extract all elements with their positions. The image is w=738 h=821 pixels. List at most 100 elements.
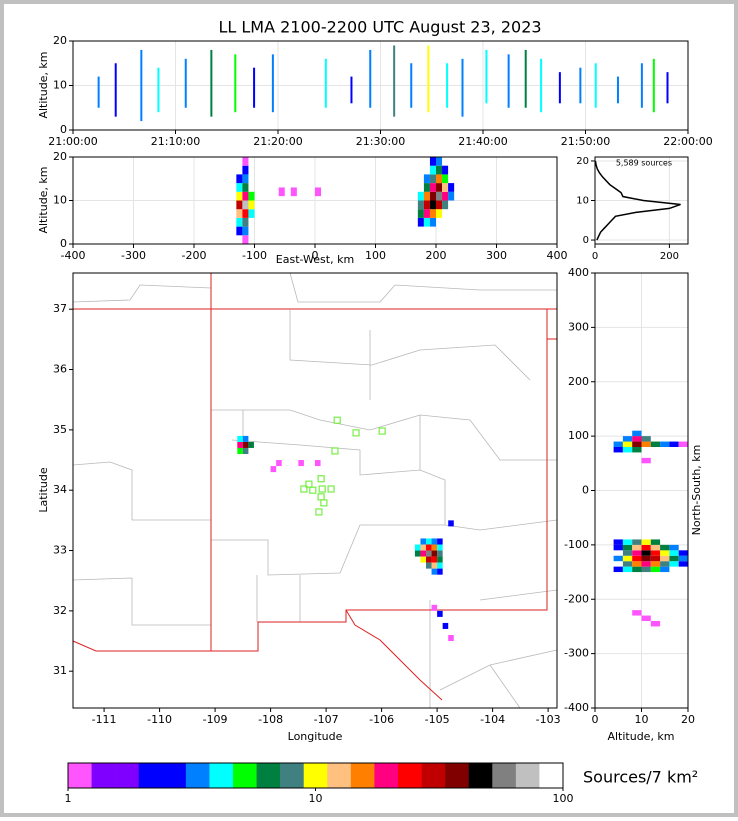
- colorbar-segment: [515, 763, 540, 788]
- colorbar-segment: [138, 763, 163, 788]
- density-cell: [437, 550, 443, 557]
- x-tick-label: -400: [61, 249, 86, 262]
- density-cell: [420, 556, 427, 563]
- density-cell: [669, 561, 679, 567]
- density-cell: [429, 191, 436, 201]
- x-tick-label: -109: [203, 713, 228, 726]
- density-cell: [669, 550, 679, 556]
- x-tick-label: 21:40:00: [458, 135, 507, 148]
- y-tick-label: 0: [583, 235, 589, 246]
- x-tick-label: -106: [369, 713, 394, 726]
- y-tick-label: 35: [53, 423, 67, 436]
- density-cell: [242, 165, 249, 175]
- streak: [594, 63, 597, 108]
- colorbar-segment: [185, 763, 210, 788]
- density-cell: [276, 460, 282, 467]
- x-tick-label: -105: [425, 713, 450, 726]
- density-cell: [242, 217, 249, 227]
- density-cell: [236, 217, 243, 227]
- density-cell: [437, 544, 443, 551]
- streak: [485, 49, 488, 104]
- density-cell: [622, 555, 633, 562]
- density-cell: [650, 441, 661, 447]
- y-axis-label: Altitude, km: [37, 166, 50, 233]
- x-tick-label: 22:00:00: [663, 135, 712, 148]
- density-cell: [417, 217, 424, 227]
- y-tick-label: 34: [53, 483, 67, 496]
- streak: [393, 45, 396, 117]
- density-cell: [622, 550, 633, 556]
- density-cell: [613, 555, 623, 562]
- density-cell: [632, 566, 642, 573]
- y-tick-label: -100: [564, 538, 589, 551]
- density-cell: [248, 209, 255, 218]
- x-tick-label: -110: [147, 713, 172, 726]
- density-cell: [641, 561, 651, 567]
- x-axis-label: East-West, km: [276, 253, 354, 266]
- x-tick-label: -100: [242, 249, 267, 262]
- x-tick-label: -103: [536, 713, 561, 726]
- x-axis-label: Longitude: [288, 730, 343, 743]
- density-cell: [420, 550, 427, 557]
- plot-frame: [72, 40, 689, 131]
- density-cell: [622, 441, 633, 447]
- x-tick-label: 21:00:00: [48, 135, 97, 148]
- station: [378, 427, 386, 435]
- density-cell: [242, 447, 249, 454]
- density-cell: [420, 538, 427, 545]
- x-tick-label: 20: [681, 713, 695, 726]
- colorbar-segment: [91, 763, 116, 788]
- density-cell: [437, 610, 443, 617]
- station: [300, 485, 308, 493]
- density-cell: [678, 561, 688, 567]
- density-cell: [429, 157, 436, 166]
- density-cell: [650, 561, 661, 567]
- streak: [140, 49, 143, 122]
- x-tick-label: 0: [592, 713, 599, 726]
- density-cell: [242, 235, 249, 244]
- colorbar-segment: [327, 763, 352, 788]
- density-cell: [678, 441, 688, 447]
- colorbar-segment: [492, 763, 517, 788]
- x-tick-label: 0: [312, 249, 319, 262]
- y-tick-label: 37: [53, 302, 67, 315]
- density-cell: [442, 165, 449, 175]
- y-tick-label: 36: [53, 363, 67, 376]
- x-tick-label: 21:20:00: [253, 135, 302, 148]
- density-cell: [414, 550, 421, 557]
- plot-frame: [72, 272, 558, 709]
- density-cell: [423, 209, 430, 218]
- density-cell: [236, 209, 243, 218]
- streak: [234, 54, 237, 113]
- density-cell: [436, 191, 443, 201]
- y-tick-label: 33: [53, 544, 67, 557]
- density-cell: [613, 544, 623, 551]
- density-cell: [650, 550, 661, 556]
- x-tick-label: -111: [92, 713, 117, 726]
- density-cell: [431, 604, 438, 611]
- density-cell: [242, 441, 249, 448]
- density-cell: [242, 174, 249, 184]
- y-tick-label: 32: [53, 604, 67, 617]
- density-cell: [417, 200, 424, 210]
- canvas: [4, 4, 734, 813]
- density-cell: [442, 191, 449, 201]
- streak: [157, 67, 160, 113]
- density-cell: [236, 200, 243, 210]
- y-tick-label: 10: [53, 79, 67, 92]
- density-cell: [437, 538, 443, 545]
- streak: [114, 63, 117, 117]
- density-cell: [641, 441, 651, 447]
- chart-title: LL LMA 2100-2200 UTC August 23, 2023: [218, 18, 541, 37]
- density-cell: [641, 539, 651, 545]
- colorbar-segment: [374, 763, 399, 788]
- density-cell: [437, 556, 443, 563]
- density-cell: [423, 191, 430, 201]
- streak: [427, 45, 430, 113]
- density-cell: [678, 555, 688, 562]
- density-cell: [613, 539, 623, 545]
- density-cell: [436, 174, 443, 184]
- station: [305, 480, 313, 488]
- density-cell: [650, 544, 661, 551]
- colorbar-segment: [468, 763, 493, 788]
